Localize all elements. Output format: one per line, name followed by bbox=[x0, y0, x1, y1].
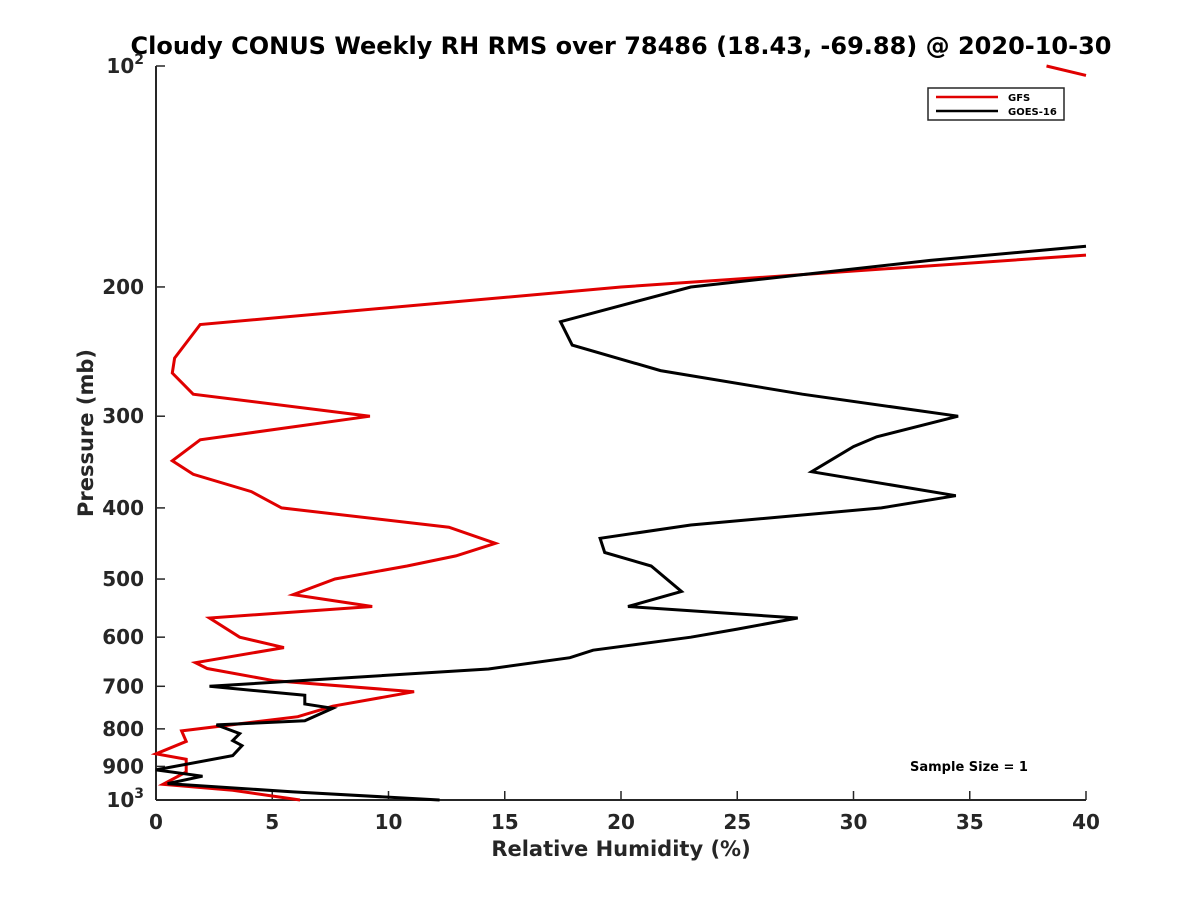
y-tick-label: 600 bbox=[102, 625, 144, 649]
plot-area: 0 5 10 15 20 25 30 35 40 10220030040050060070080… bbox=[102, 52, 1100, 834]
x-ticks: 0 5 10 15 20 25 30 35 40 bbox=[149, 791, 1100, 834]
y-tick-label: 400 bbox=[102, 496, 144, 520]
x-tick-label: 30 bbox=[840, 810, 868, 834]
y-tick-label: 300 bbox=[102, 404, 144, 428]
sample-size-annotation: Sample Size = 1 bbox=[910, 760, 1028, 775]
series-line-gfs bbox=[150, 253, 1087, 802]
y-axis-label: Pressure (mb) bbox=[74, 349, 98, 517]
y-tick-label: 700 bbox=[102, 674, 144, 698]
y-tick-label: 800 bbox=[102, 717, 144, 741]
series-layer bbox=[150, 64, 1087, 802]
y-tick-exponent: 2 bbox=[134, 52, 144, 68]
y-tick-base: 10 bbox=[106, 788, 134, 812]
series-line-gfs bbox=[1046, 64, 1087, 77]
x-tick-label: 35 bbox=[956, 810, 984, 834]
x-axis-label: Relative Humidity (%) bbox=[491, 837, 750, 861]
y-tick-label: 102 bbox=[106, 52, 144, 78]
y-tick-label: 200 bbox=[102, 275, 144, 299]
series-line-goes-16 bbox=[155, 244, 1087, 802]
chart-title: Cloudy CONUS Weekly RH RMS over 78486 (1… bbox=[131, 32, 1112, 60]
y-tick-label: 103 bbox=[106, 786, 144, 812]
y-tick-label: 500 bbox=[102, 567, 144, 591]
x-tick-label: 10 bbox=[375, 810, 403, 834]
x-tick-label: 20 bbox=[607, 810, 635, 834]
y-tick-exponent: 3 bbox=[134, 786, 144, 802]
legend-label-goes-16: GOES-16 bbox=[1008, 107, 1057, 118]
y-tick-base: 10 bbox=[106, 54, 134, 78]
x-tick-label: 25 bbox=[723, 810, 751, 834]
x-tick-label: 5 bbox=[265, 810, 279, 834]
legend-box bbox=[927, 87, 1065, 121]
y-tick-label: 900 bbox=[102, 754, 144, 778]
legend: GFS GOES-16 bbox=[927, 87, 1065, 121]
legend-label-gfs: GFS bbox=[1008, 93, 1030, 104]
x-tick-label: 0 bbox=[149, 810, 163, 834]
x-tick-label: 15 bbox=[491, 810, 519, 834]
x-tick-label: 40 bbox=[1072, 810, 1100, 834]
